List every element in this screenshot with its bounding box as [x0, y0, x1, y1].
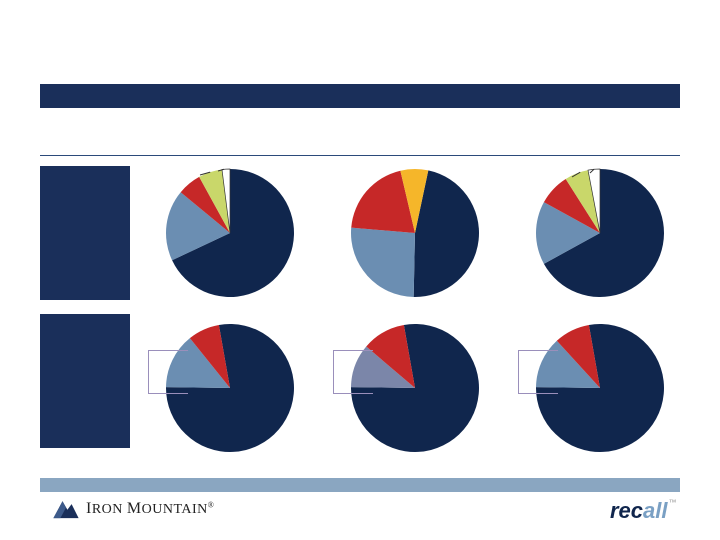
row2-callout-1: [333, 350, 373, 394]
row1-pie-0: [158, 161, 302, 305]
pie-slice: [351, 228, 415, 297]
row2-callout-0: [148, 350, 188, 394]
mountain-icon: [52, 498, 80, 520]
row1-pie-1: [343, 161, 487, 305]
section-divider: [40, 155, 680, 156]
recall-text-left: rec: [610, 498, 643, 523]
recall-tm: ™: [669, 498, 677, 507]
iron-mountain-text: IRON MOUNTAIN®: [86, 500, 214, 518]
row2-callout-2: [518, 350, 558, 394]
row-2-label: [40, 314, 130, 448]
row1-pie-2: [528, 161, 672, 305]
iron-mountain-logo: IRON MOUNTAIN®: [52, 498, 214, 520]
recall-text-right: all: [643, 498, 667, 523]
header-bar: [40, 84, 680, 108]
footer-bar: [40, 478, 680, 492]
row-1-label: [40, 166, 130, 300]
recall-logo: recall™: [610, 498, 677, 524]
